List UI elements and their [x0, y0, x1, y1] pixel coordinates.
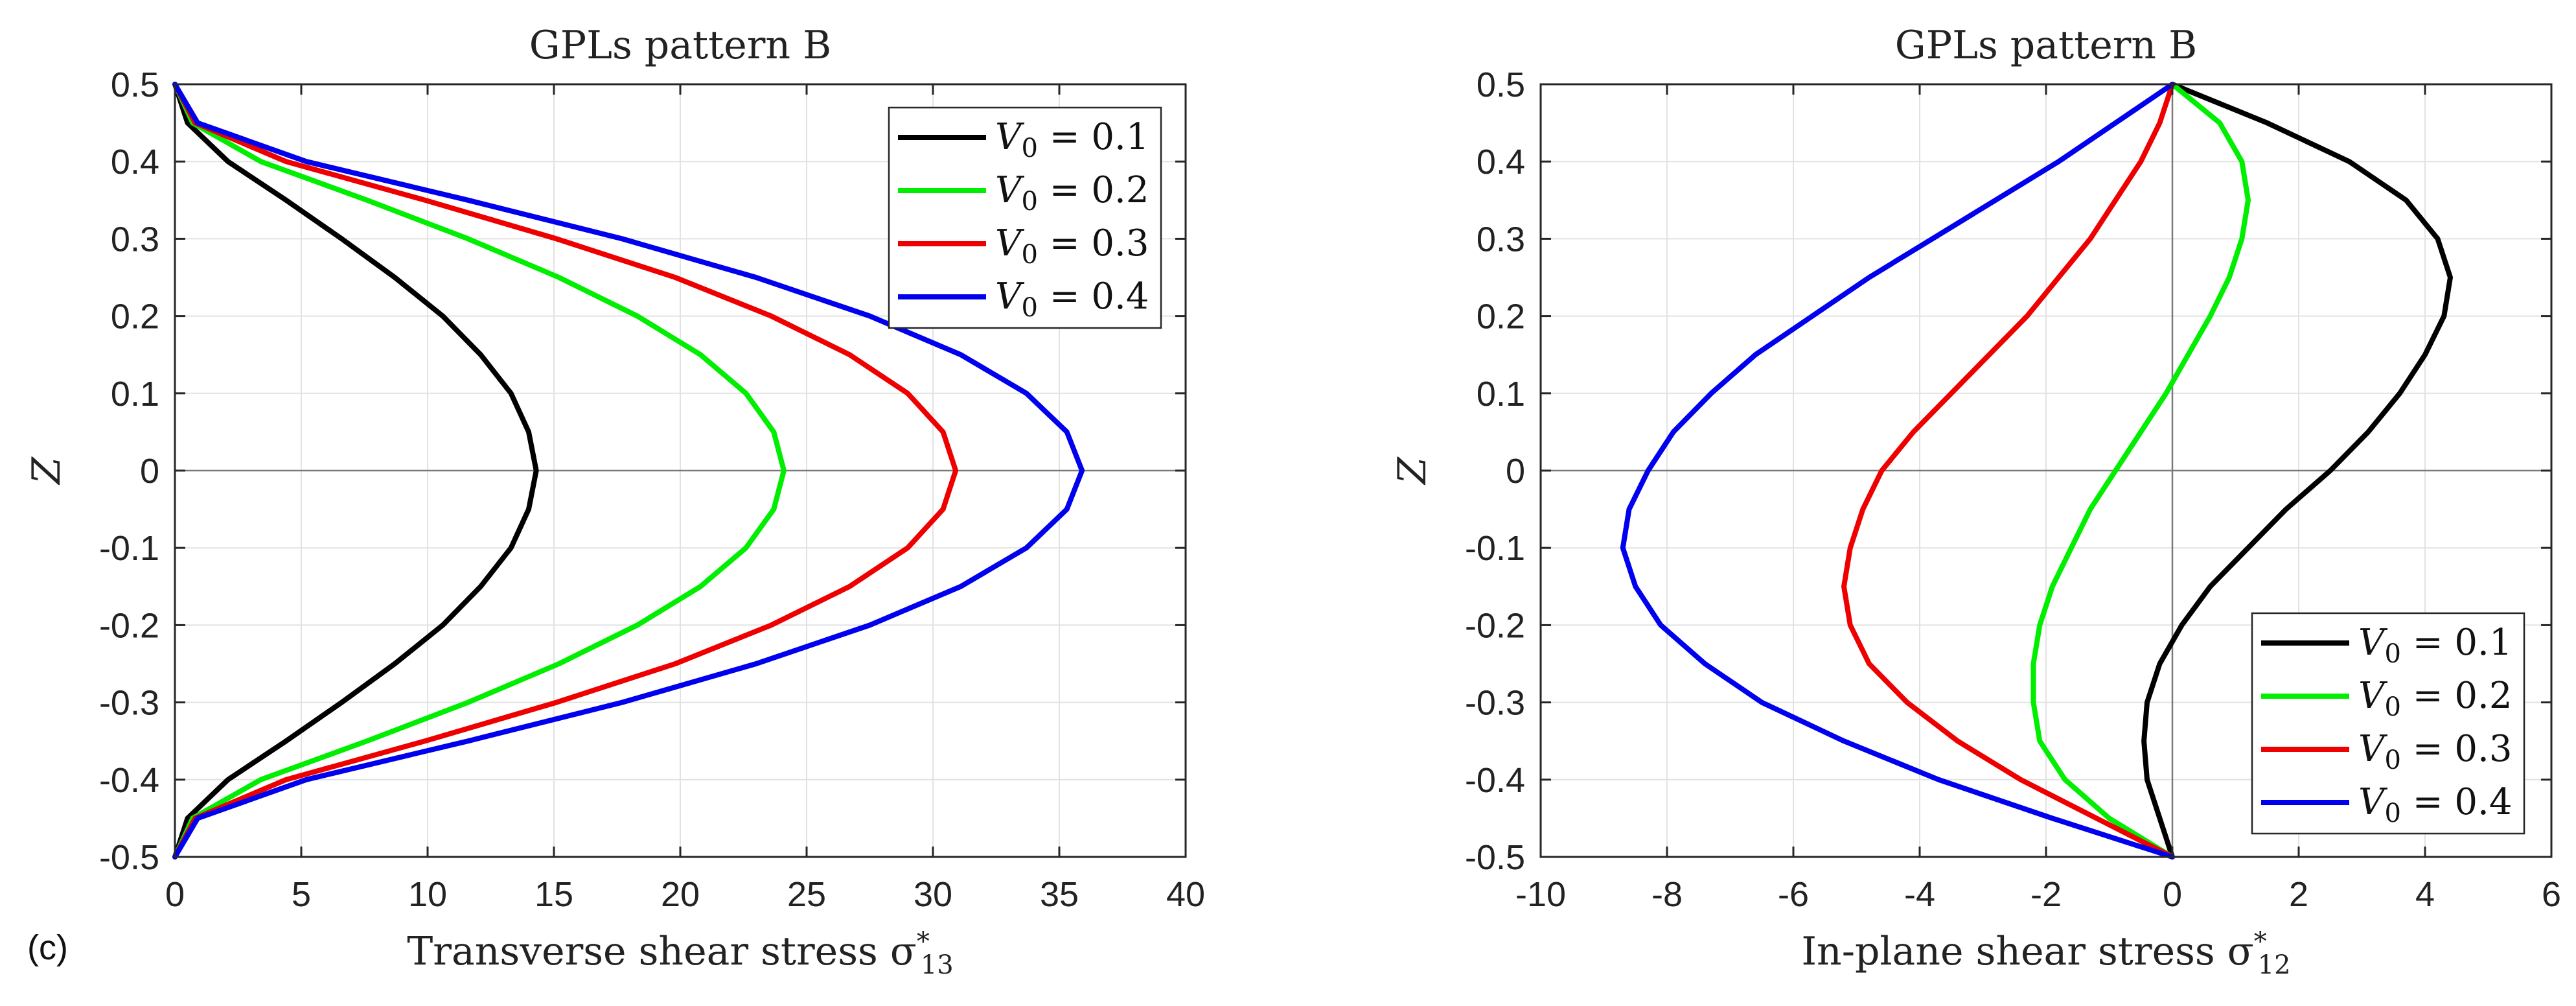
- legend-label: V0 = 0.3: [995, 222, 1149, 270]
- series-line-1: [172, 82, 539, 860]
- x-tick-label: 5: [292, 875, 311, 914]
- x-tick-label: 0: [2163, 875, 2182, 914]
- x-tick-label: -2: [2030, 875, 2062, 914]
- x-tick-label: -6: [1778, 875, 1809, 914]
- panel-tag: (c): [27, 928, 68, 967]
- x-tick-label: -4: [1904, 875, 1935, 914]
- legend-box: [2251, 612, 2525, 835]
- y-tick-label: 0.2: [111, 298, 159, 336]
- y-tick-label: -0.3: [99, 684, 159, 723]
- chart-panels: 0 5 10 15 20 25 30 35 400.50.40.30.20.10-0.1-0.2…: [24, 23, 2561, 980]
- chart-title: GPLs pattern B: [1895, 23, 2197, 68]
- legend-label: V0 = 0.4: [2358, 781, 2513, 828]
- series-line-4: [1620, 82, 2175, 860]
- chart-panel-2: -10 -8 -6 -4 -2 0 2 4 6 0.5 0.4 0.3 0.2 0.1 0 -0.1 -0.2 -…: [1390, 23, 2561, 980]
- x-tick-label: 40: [1166, 875, 1205, 914]
- y-tick-label: -0.4: [99, 761, 159, 800]
- chart-title: GPLs pattern B: [529, 23, 831, 68]
- x-tick-label: 0: [165, 875, 185, 914]
- legend-label: V0 = 0.1: [2358, 622, 2513, 669]
- legend-box: [888, 106, 1162, 329]
- y-tick-label: 0.2: [1477, 298, 1525, 336]
- x-axis-label: In-plane shear stress σ* 12: [1801, 927, 2290, 980]
- x-axis-label: Transverse shear stress σ* 13: [407, 927, 953, 980]
- x-tick-label: 20: [661, 875, 700, 914]
- y-tick-label: 0: [1506, 452, 1525, 491]
- series-line-3: [172, 82, 959, 860]
- y-tick-label: 0.1: [1477, 375, 1525, 414]
- y-tick-label: 0: [140, 452, 159, 491]
- series-line-2: [2030, 82, 2251, 860]
- y-tick-label: -0.3: [1465, 684, 1525, 723]
- y-tick-label: 0.3: [1477, 220, 1525, 259]
- legend-label: V0 = 0.2: [995, 169, 1149, 216]
- legend-label: V0 = 0.2: [2358, 675, 2513, 722]
- y-tick-label: 0.3: [111, 220, 159, 259]
- y-axis-label: Z: [1390, 456, 1435, 485]
- legend-label: V0 = 0.4: [995, 275, 1149, 323]
- x-tick-label: 30: [914, 875, 952, 914]
- x-tick-label: -10: [1515, 875, 1566, 914]
- y-tick-label: -0.1: [1465, 529, 1525, 568]
- y-tick-label: 0.5: [1477, 65, 1525, 104]
- y-tick-label: 0.4: [111, 143, 159, 181]
- y-tick-label: -0.2: [1465, 606, 1525, 645]
- legend-label: V0 = 0.1: [995, 116, 1149, 163]
- chart-panel-1: 0 5 10 15 20 25 30 35 40 0.5 0.4 0.3 0.2 0.1 0 -0.1 -0.2…: [24, 23, 1205, 980]
- y-axis-label: Z: [24, 456, 69, 485]
- series-line-1: [2141, 82, 2453, 860]
- series-line-4: [172, 82, 1085, 860]
- x-tick-label: 2: [2289, 875, 2308, 914]
- x-tick-label: 4: [2415, 875, 2435, 914]
- y-tick-label: -0.5: [1465, 838, 1525, 877]
- legend-label: V0 = 0.3: [2358, 728, 2513, 775]
- legend: V0 = 0.1 V0 = 0.2 V0 = 0.3 V0 = 0.4: [2251, 612, 2525, 835]
- x-tick-label: 25: [787, 875, 826, 914]
- legend: V0 = 0.1 V0 = 0.2 V0 = 0.3 V0 = 0.4: [888, 106, 1162, 329]
- series-line-2: [172, 82, 787, 860]
- x-tick-label: 10: [408, 875, 447, 914]
- y-tick-label: -0.1: [99, 529, 159, 568]
- y-tick-label: -0.5: [99, 838, 159, 877]
- series-line-3: [1841, 82, 2175, 860]
- x-tick-label: 35: [1040, 875, 1079, 914]
- y-tick-label: 0.5: [111, 65, 159, 104]
- y-tick-label: 0.1: [111, 375, 159, 414]
- y-tick-label: -0.4: [1465, 761, 1525, 800]
- y-tick-label: -0.2: [99, 606, 159, 645]
- x-tick-label: -8: [1651, 875, 1683, 914]
- x-tick-label: 15: [535, 875, 573, 914]
- x-tick-label: 6: [2542, 875, 2561, 914]
- y-tick-label: 0.4: [1477, 143, 1525, 181]
